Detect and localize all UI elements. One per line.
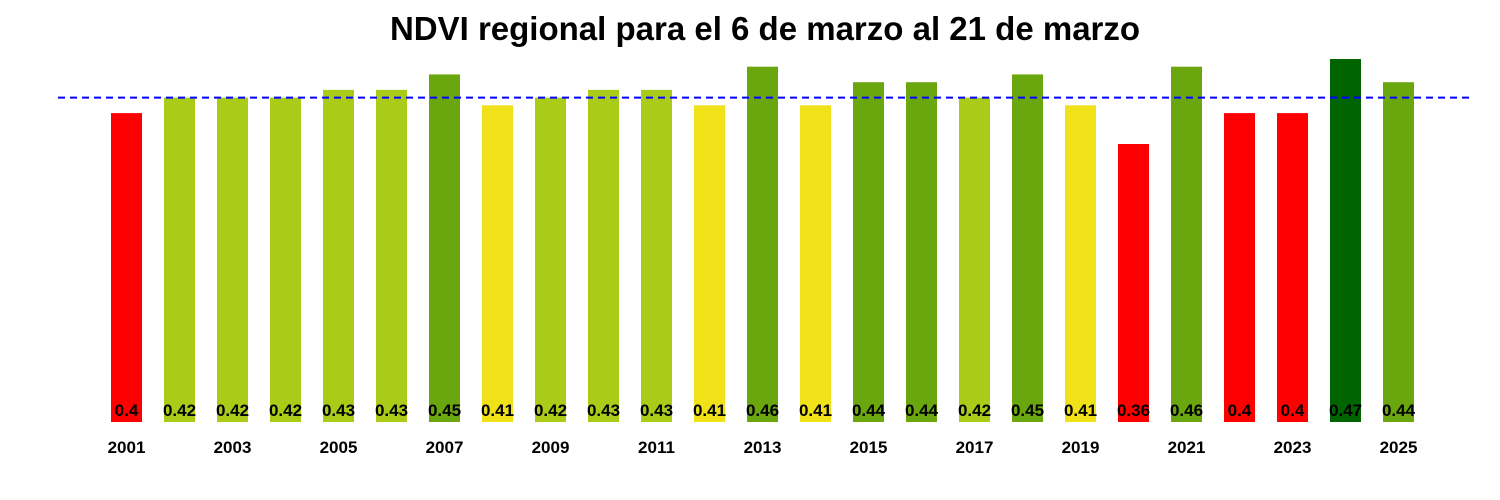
bar-2023	[1277, 113, 1308, 422]
x-tick-label-2023: 2023	[1274, 438, 1312, 457]
value-label-2003: 0.42	[216, 401, 249, 420]
value-label-2018: 0.45	[1011, 401, 1044, 420]
bar-2013	[747, 66, 778, 422]
bar-2008	[482, 105, 513, 423]
x-tick-label-2019: 2019	[1062, 438, 1100, 457]
value-label-2006: 0.43	[375, 401, 408, 420]
value-label-2011: 0.43	[640, 401, 673, 420]
bar-2006	[376, 89, 407, 423]
value-label-2014: 0.41	[799, 401, 832, 420]
value-label-2019: 0.41	[1064, 401, 1097, 420]
value-label-2001: 0.4	[115, 401, 139, 420]
bar-2022	[1224, 113, 1255, 422]
value-label-2005: 0.43	[322, 401, 355, 420]
bar-2018	[1012, 74, 1043, 423]
x-tick-label-2021: 2021	[1168, 438, 1206, 457]
x-tick-label-2001: 2001	[108, 438, 146, 457]
value-label-2023: 0.4	[1281, 401, 1305, 420]
chart-title: NDVI regional para el 6 de marzo al 21 d…	[389, 10, 1141, 47]
x-tick-label-2017: 2017	[956, 438, 994, 457]
bar-2001	[111, 113, 142, 422]
bar-2012	[694, 105, 725, 423]
value-label-2024: 0.47	[1329, 401, 1362, 420]
bars-group	[111, 59, 1414, 423]
value-label-2004: 0.42	[269, 401, 302, 420]
bar-2009	[535, 97, 566, 422]
value-label-2016: 0.44	[905, 401, 939, 420]
bar-2020	[1118, 144, 1149, 422]
value-label-2008: 0.41	[481, 401, 514, 420]
x-tick-label-2005: 2005	[320, 438, 358, 457]
x-tick-labels-group: 2001 2003 2005 2007 2009 2011 2013 2015 2017 2019…	[108, 438, 1418, 457]
value-label-2009: 0.42	[534, 401, 567, 420]
bar-2010	[588, 89, 619, 423]
value-labels-group: 0.4 0.42 0.42 0.42 0.43 0.43 0.45 0.41 0.42 0.43 0…	[115, 401, 1416, 420]
x-tick-label-2003: 2003	[214, 438, 252, 457]
x-tick-label-2025: 2025	[1380, 438, 1418, 457]
bar-2019	[1065, 105, 1096, 423]
value-label-2002: 0.42	[163, 401, 196, 420]
bar-2011	[641, 89, 672, 423]
bar-2003	[217, 97, 248, 422]
x-tick-label-2007: 2007	[426, 438, 464, 457]
bar-2017	[959, 97, 990, 422]
bar-2004	[270, 97, 301, 422]
value-label-2010: 0.43	[587, 401, 620, 420]
bar-2015	[853, 82, 884, 422]
bar-2002	[164, 97, 195, 422]
value-label-2015: 0.44	[852, 401, 886, 420]
bar-2007	[429, 74, 460, 423]
value-label-2021: 0.46	[1170, 401, 1203, 420]
x-tick-label-2011: 2011	[638, 438, 675, 457]
bar-2025	[1383, 82, 1414, 422]
bar-2024	[1330, 59, 1361, 422]
x-tick-label-2013: 2013	[744, 438, 782, 457]
value-label-2013: 0.46	[746, 401, 779, 420]
bar-2021	[1171, 66, 1202, 422]
x-tick-label-2015: 2015	[850, 438, 888, 457]
value-label-2017: 0.42	[958, 401, 991, 420]
bar-2016	[906, 82, 937, 422]
value-label-2025: 0.44	[1382, 401, 1416, 420]
bar-2005	[323, 89, 354, 423]
value-label-2007: 0.45	[428, 401, 461, 420]
x-tick-label-2009: 2009	[532, 438, 570, 457]
value-label-2022: 0.4	[1228, 401, 1252, 420]
bar-2014	[800, 105, 831, 423]
value-label-2020: 0.36	[1117, 401, 1150, 420]
value-label-2012: 0.41	[693, 401, 726, 420]
